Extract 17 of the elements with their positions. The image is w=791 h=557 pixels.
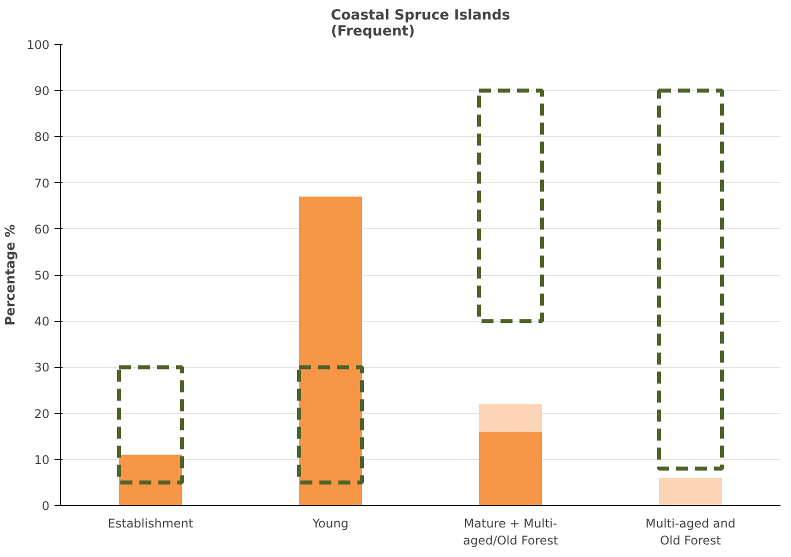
y-tick-label: 90 [34, 84, 50, 98]
y-tick-label: 20 [34, 406, 50, 421]
y-tick-label: 0 [42, 499, 50, 513]
y-tick-label: 80 [34, 130, 50, 144]
y-axis-title: Percentage % [4, 224, 19, 326]
x-tick-label: Mature + Multi- aged/Old Forest [462, 516, 558, 548]
x-tick-label: Young [312, 516, 348, 530]
y-tick-label: 30 [34, 360, 50, 375]
x-tick-label: Multi-aged and Old Forest [645, 516, 736, 548]
y-tick-label: 70 [34, 176, 50, 190]
y-tick-label: 50 [34, 268, 50, 282]
y-tick-label: 100 [26, 38, 50, 52]
y-tick-label: 10 [34, 452, 50, 467]
x-tick-label: Establishment [108, 516, 194, 530]
chart-title: Coastal Spruce Islands (Frequent) [330, 8, 510, 40]
y-tick-label: 40 [34, 314, 50, 329]
y-tick-label: 60 [34, 222, 50, 236]
